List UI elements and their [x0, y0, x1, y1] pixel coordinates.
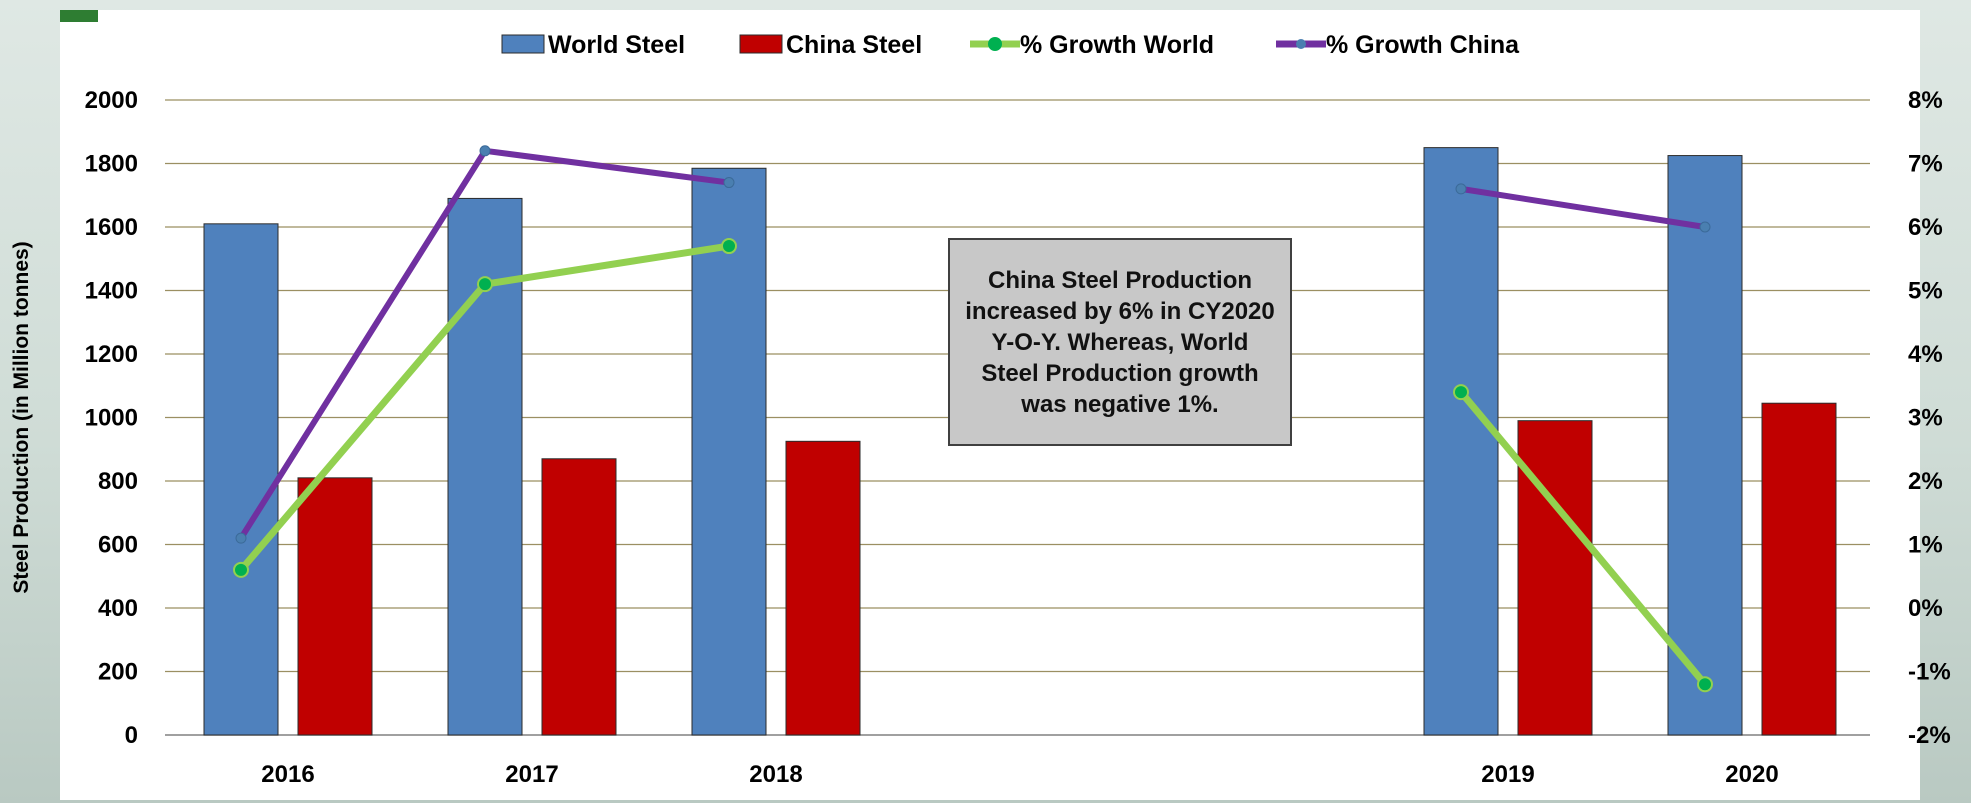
x-tick-label: 2020	[1725, 761, 1778, 788]
y2-tick-label: 4%	[1908, 341, 1943, 368]
y-tick-label: 2000	[85, 87, 138, 114]
marker-growth-world	[721, 238, 737, 255]
y2-tick-label: -1%	[1908, 659, 1951, 686]
legend-marker-growth-world	[988, 37, 1002, 51]
axes: 0 200 400 600 800 1000 1200 1400 1600 1800 2000 -2%…	[10, 87, 1951, 788]
annotation-box: China Steel Production increased by 6% i…	[948, 238, 1292, 446]
bar-china-steel	[297, 477, 373, 736]
bars	[203, 147, 1837, 736]
y-tick-label: 1000	[85, 405, 138, 432]
y-tick-label: 1800	[85, 151, 138, 178]
legend-label-china-steel: China Steel	[786, 31, 922, 59]
bar-world-steel	[1667, 155, 1743, 736]
y-tick-label: 800	[98, 468, 138, 495]
bar-world-steel	[691, 167, 767, 736]
marker-growth-china	[1699, 221, 1711, 233]
marker-growth-china	[723, 177, 735, 189]
y2-tick-label: 5%	[1908, 278, 1943, 305]
legend-swatch-world-steel	[501, 34, 545, 54]
y2-tick-label: 2%	[1908, 468, 1943, 495]
y-tick-label: 600	[98, 532, 138, 559]
marker-growth-world	[477, 276, 493, 293]
y2-tick-label: 3%	[1908, 405, 1943, 432]
x-tick-label: 2016	[261, 761, 314, 788]
legend-swatch-china-steel	[739, 34, 783, 54]
bar-china-steel	[1517, 420, 1593, 736]
y2-tick-label: 7%	[1908, 151, 1943, 178]
legend-label-growth-world: % Growth World	[1020, 31, 1214, 59]
bar-china-steel	[785, 440, 861, 736]
growth-lines	[233, 145, 1713, 693]
bar-world-steel	[203, 223, 279, 736]
y-tick-label: 0	[125, 722, 138, 749]
legend: World Steel China Steel % Growth World % Gr…	[501, 31, 1520, 59]
bar-china-steel	[541, 458, 617, 736]
marker-growth-world	[1453, 384, 1469, 401]
legend-label-growth-china: % Growth China	[1326, 31, 1520, 59]
bar-world-steel	[1423, 147, 1499, 736]
y-tick-label: 1400	[85, 278, 138, 305]
y2-tick-label: -2%	[1908, 722, 1951, 749]
y2-tick-label: 8%	[1908, 87, 1943, 114]
y-tick-label: 1200	[85, 341, 138, 368]
x-tick-label: 2017	[505, 761, 558, 788]
accent-bar	[60, 10, 98, 22]
marker-growth-china	[235, 532, 247, 544]
x-tick-label: 2018	[749, 761, 802, 788]
y-tick-label: 400	[98, 595, 138, 622]
marker-growth-world	[233, 561, 249, 578]
legend-marker-growth-china	[1296, 39, 1306, 49]
x-tick-label: 2019	[1481, 761, 1534, 788]
line-growth-china	[1460, 185, 1706, 230]
marker-growth-china	[1455, 183, 1467, 195]
y-tick-label: 1600	[85, 214, 138, 241]
line-growth-world	[1458, 389, 1708, 687]
marker-growth-china	[479, 145, 491, 157]
y-tick-label: 200	[98, 659, 138, 686]
marker-growth-world	[1697, 676, 1713, 693]
y2-tick-label: 0%	[1908, 595, 1943, 622]
y2-tick-label: 6%	[1908, 214, 1943, 241]
y2-tick-label: 1%	[1908, 532, 1943, 559]
legend-label-world-steel: World Steel	[548, 31, 685, 59]
bar-china-steel	[1761, 402, 1837, 736]
y-axis-title: Steel Production (in Million tonnes)	[10, 241, 33, 593]
